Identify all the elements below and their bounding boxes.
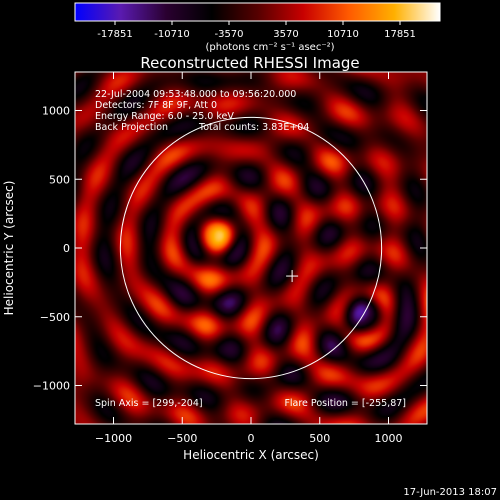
solar-limb-circle <box>119 116 383 380</box>
x-tick-label: −1000 <box>95 432 132 445</box>
chart-title: Reconstructed RHESSI Image <box>140 54 359 72</box>
colorbar-tick-label: -10710 <box>154 29 189 40</box>
x-axis-ticks: −1000 −500 0 500 1000 <box>95 72 403 445</box>
colorbar-tick-label: -3570 <box>214 29 243 40</box>
footer-date: 17-Jun-2013 18:07 <box>403 487 497 498</box>
y-tick-label: 1000 <box>42 105 70 118</box>
spin-axis-marker <box>286 270 299 283</box>
x-tick-label: −500 <box>167 432 197 445</box>
y-axis-label: Heliocentric Y (arcsec) <box>2 181 16 316</box>
y-tick-label: 500 <box>49 173 70 186</box>
y-axis-ticks: −1000 −500 0 500 1000 <box>33 105 427 393</box>
annotation-method: Back Projection <box>95 122 168 133</box>
x-axis-label: Heliocentric X (arcsec) <box>183 448 319 462</box>
colorbar-tick-label: 17851 <box>384 29 416 40</box>
y-tick-label: −500 <box>40 311 70 324</box>
y-tick-label: −1000 <box>33 380 70 393</box>
colorbar-tick-label: 10710 <box>327 29 359 40</box>
annotation-energy: Energy Range: 6.0 - 25.0 keV <box>95 111 234 122</box>
annotation-detectors: Detectors: 7F 8F 9F, Att 0 <box>95 100 217 111</box>
annotation-time: 22-Jul-2004 09:53:48.000 to 09:56:20.000 <box>95 89 296 100</box>
colorbar-units: (photons cm⁻² s⁻¹ asec⁻²) <box>205 42 334 53</box>
annotation-counts: Total counts: 3.83E+04 <box>198 122 309 133</box>
x-tick-label: 1000 <box>375 432 403 445</box>
annotation-flare-position: Flare Position = [-255,87] <box>284 398 406 409</box>
colorbar-tick-label: -17851 <box>97 29 132 40</box>
x-tick-label: 0 <box>248 432 255 445</box>
colorbar-tick-label: 3570 <box>273 29 298 40</box>
colorbar <box>74 2 441 22</box>
colorbar-ticks: -17851 -10710 -3570 3570 10710 17851 <box>97 21 416 40</box>
heatmap-image <box>75 72 427 424</box>
x-tick-label: 500 <box>309 432 330 445</box>
annotation-spin-axis: Spin Axis = [299,-204] <box>95 398 203 409</box>
y-tick-label: 0 <box>63 242 70 255</box>
